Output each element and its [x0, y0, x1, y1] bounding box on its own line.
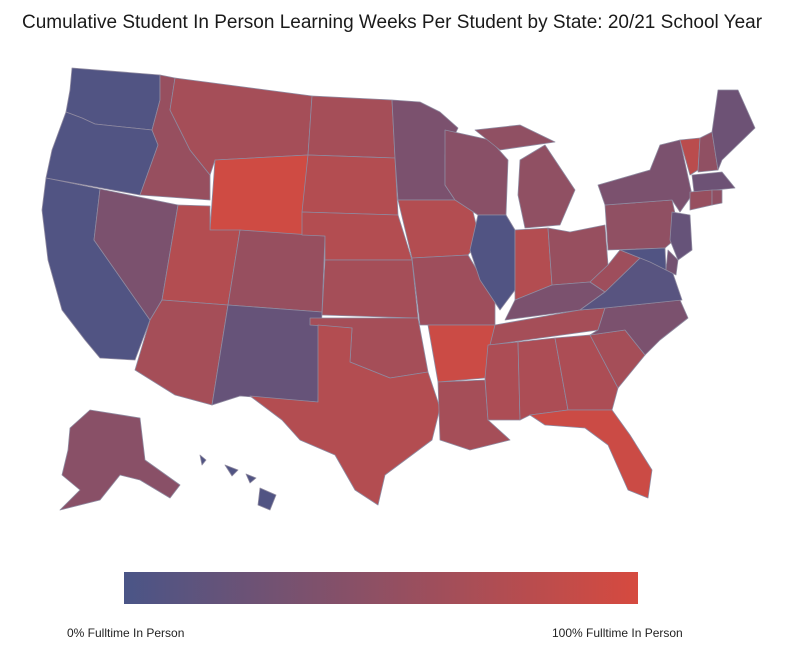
state-il[interactable]: [469, 214, 516, 311]
state-de[interactable]: [665, 249, 679, 276]
state-ct[interactable]: [689, 189, 713, 211]
state-co[interactable]: [227, 229, 326, 313]
state-wy[interactable]: [209, 154, 309, 236]
state-mo[interactable]: [411, 254, 496, 326]
chart-title: Cumulative Student In Person Learning We…: [22, 12, 763, 33]
state-ak[interactable]: [59, 409, 181, 511]
legend-min-label: 0% Fulltime In Person: [67, 626, 185, 640]
state-nd[interactable]: [307, 95, 396, 159]
state-fl[interactable]: [529, 409, 653, 499]
state-me[interactable]: [711, 89, 756, 171]
state-pa[interactable]: [604, 199, 681, 251]
state-sd[interactable]: [301, 154, 399, 216]
state-hi[interactable]: [199, 454, 277, 511]
state-ny[interactable]: [597, 139, 693, 213]
legend-max-label: 100% Fulltime In Person: [552, 626, 683, 640]
state-ga[interactable]: [554, 334, 619, 411]
state-md[interactable]: [619, 247, 667, 271]
state-ri[interactable]: [711, 189, 723, 206]
state-ar[interactable]: [427, 324, 496, 383]
us-map: [0, 55, 800, 535]
state-nm[interactable]: [211, 304, 323, 406]
us-map-svg: [41, 67, 756, 511]
state-ma[interactable]: [691, 171, 736, 193]
state-tx[interactable]: [249, 324, 441, 506]
state-ks[interactable]: [321, 259, 419, 319]
state-ms[interactable]: [484, 341, 521, 421]
color-scale-legend: [124, 572, 638, 604]
state-nj[interactable]: [669, 211, 693, 261]
state-mi[interactable]: [474, 124, 576, 229]
